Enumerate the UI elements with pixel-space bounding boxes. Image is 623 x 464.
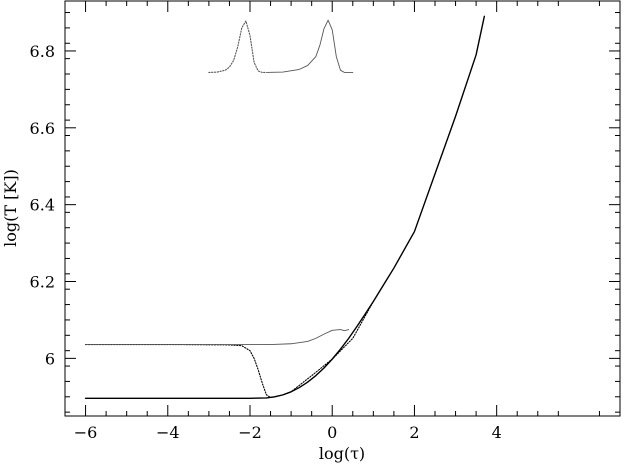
y-tick-label: 6.8 xyxy=(30,42,55,61)
x-tick-label: −6 xyxy=(74,423,98,442)
inset-profiles xyxy=(208,19,354,74)
y-axis-label: log(T [K]) xyxy=(1,169,20,247)
series-line-2 xyxy=(85,300,374,399)
y-tick-label: 6 xyxy=(45,349,55,368)
y-tick-label: 6.4 xyxy=(30,196,55,215)
inset-profile-2 xyxy=(265,19,354,73)
x-tick-label: 2 xyxy=(409,423,419,442)
axis-ticks xyxy=(64,1,621,416)
x-tick-label: 0 xyxy=(327,423,337,442)
series-line-3 xyxy=(85,329,350,345)
inset-profile-1 xyxy=(208,20,267,74)
series-line-1 xyxy=(84,15,486,400)
x-axis-label: log(τ) xyxy=(319,444,365,463)
plot-frame xyxy=(64,0,621,417)
tick-labels: −6 −4 −2 0 2 4 6 6.2 6.4 6.6 6.8 xyxy=(30,42,502,442)
x-tick-label: 4 xyxy=(492,423,502,442)
series-group xyxy=(84,15,486,400)
y-tick-label: 6.6 xyxy=(30,119,55,138)
x-tick-label: −2 xyxy=(238,423,262,442)
x-tick-label: −4 xyxy=(156,423,180,442)
y-tick-label: 6.2 xyxy=(30,273,55,292)
